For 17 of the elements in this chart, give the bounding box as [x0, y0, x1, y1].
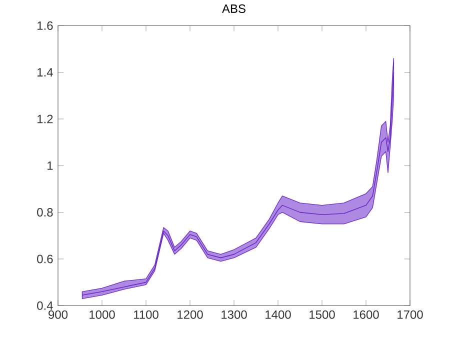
y-tick-label: 1.6: [38, 22, 53, 30]
x-tick-label: 1200: [178, 310, 203, 320]
x-tick-label: 1600: [354, 310, 379, 320]
x-tick-label: 1300: [222, 310, 247, 320]
x-tick-label: 1400: [266, 310, 291, 320]
y-tick-label: 0.6: [37, 254, 53, 264]
x-tick-label: 1500: [310, 310, 335, 320]
x-tick-label: 1700: [398, 310, 423, 320]
x-tick-label: 1100: [134, 310, 158, 320]
x-tick-label: 1000: [90, 310, 115, 320]
y-tick-label: 0.4: [37, 302, 53, 310]
y-tick-label: 1.4: [38, 68, 53, 77]
chart-title: ABS: [222, 4, 246, 14]
y-tick-label: 1.2: [38, 114, 53, 124]
y-tick-label: 1: [48, 162, 53, 170]
x-tick-label: 900: [48, 310, 68, 320]
y-tick-label: 0.8: [37, 208, 53, 217]
